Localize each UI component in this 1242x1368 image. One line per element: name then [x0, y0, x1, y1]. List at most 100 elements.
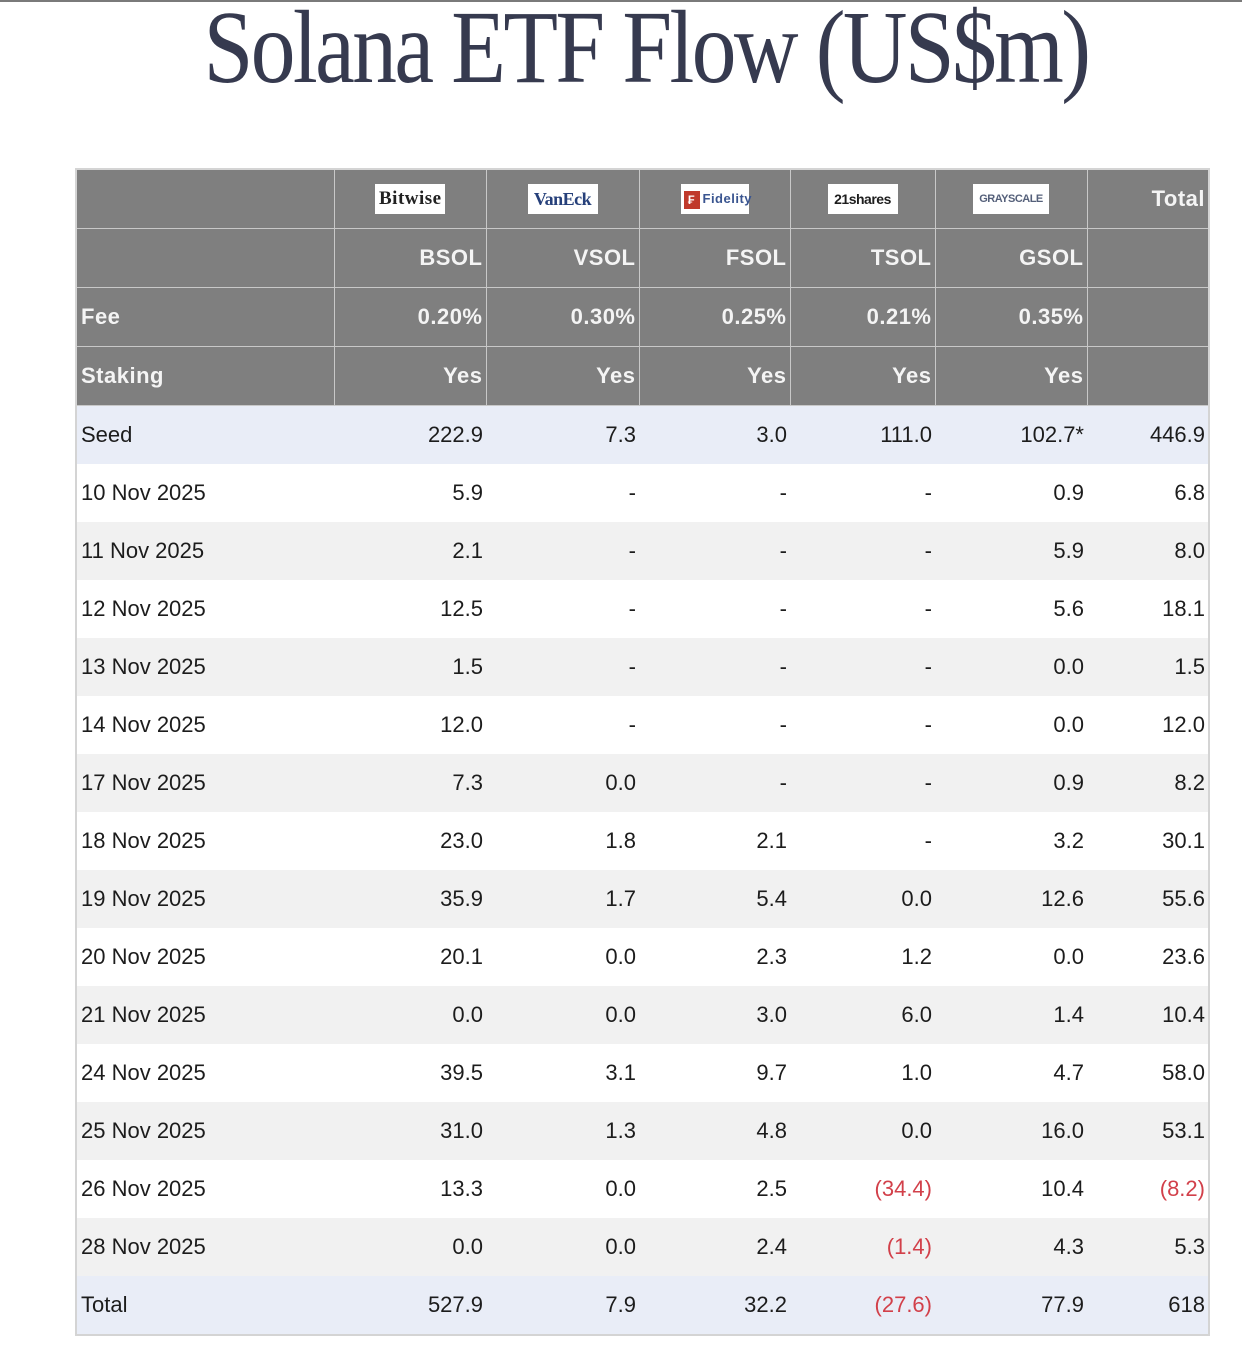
ticker-gsol: GSOL — [934, 228, 1088, 288]
flow-value-cell: - — [790, 754, 935, 812]
fee-bsol: 0.20% — [333, 287, 487, 347]
flow-value-cell: 0.0 — [486, 754, 639, 812]
row-label: 26 Nov 2025 — [76, 1160, 334, 1218]
flow-value-cell: - — [790, 696, 935, 754]
row-label: Seed — [76, 405, 334, 464]
ticker-fsol: FSOL — [638, 228, 791, 288]
flow-value-cell: 4.8 — [639, 1102, 790, 1160]
flow-value-cell: 0.0 — [935, 928, 1087, 986]
ticker-total-blank — [1086, 228, 1210, 288]
flow-value-cell: 2.4 — [639, 1218, 790, 1276]
table-row: 21 Nov 2025 0.0 0.0 3.0 6.0 1.4 10.4 — [76, 986, 1209, 1044]
flow-value-cell: 12.6 — [935, 870, 1087, 928]
staking-total-blank — [1086, 346, 1210, 406]
flow-value-cell: 0.0 — [486, 928, 639, 986]
flow-value-cell: 2.1 — [639, 812, 790, 870]
flow-value-cell: 23.6 — [1087, 928, 1209, 986]
vaneck-logo-icon: VanEck — [527, 184, 598, 214]
flow-value-cell: - — [790, 812, 935, 870]
flow-value-cell: 12.0 — [1087, 696, 1209, 754]
issuer-cell-fidelity: ₣ Fidelity — [638, 168, 791, 229]
bitwise-logo-icon: Bitwise — [375, 184, 445, 214]
fee-fsol: 0.25% — [638, 287, 791, 347]
flow-value-cell: 3.0 — [639, 986, 790, 1044]
flow-value-cell: - — [486, 696, 639, 754]
flow-value-cell: - — [486, 464, 639, 522]
staking-gsol: Yes — [934, 346, 1088, 406]
staking-fsol: Yes — [638, 346, 791, 406]
flow-value-cell: - — [486, 522, 639, 580]
flow-value-cell: - — [639, 638, 790, 696]
flow-value-cell: 0.0 — [486, 1218, 639, 1276]
staking-bsol: Yes — [333, 346, 487, 406]
flow-value-cell: 618 — [1087, 1276, 1209, 1335]
fee-total-blank — [1086, 287, 1210, 347]
flow-value-cell: 0.0 — [935, 638, 1087, 696]
flow-value-cell: 0.0 — [935, 696, 1087, 754]
row-label: 18 Nov 2025 — [76, 812, 334, 870]
flow-value-cell: 12.5 — [334, 580, 486, 638]
flow-value-cell: 77.9 — [935, 1276, 1087, 1335]
flow-value-cell: 3.2 — [935, 812, 1087, 870]
ticker-vsol: VSOL — [485, 228, 640, 288]
row-label: 28 Nov 2025 — [76, 1218, 334, 1276]
flow-value-cell: 2.1 — [334, 522, 486, 580]
page-title: Solana ETF Flow (US$m) — [203, 0, 1091, 105]
flow-value-cell: (1.4) — [790, 1218, 935, 1276]
flow-value-cell: 0.9 — [935, 464, 1087, 522]
row-label: Total — [76, 1276, 334, 1335]
flow-value-cell: 5.4 — [639, 870, 790, 928]
row-label: 25 Nov 2025 — [76, 1102, 334, 1160]
fidelity-mark-icon: ₣ — [683, 190, 700, 209]
staking-label: Staking — [75, 346, 335, 406]
flow-value-cell: 32.2 — [639, 1276, 790, 1335]
flow-value-cell: 1.4 — [935, 986, 1087, 1044]
fee-label: Fee — [75, 287, 335, 347]
header-blank-cell — [75, 168, 335, 229]
fee-tsol: 0.21% — [789, 287, 936, 347]
flow-value-cell: 527.9 — [334, 1276, 486, 1335]
total-column-header: Total — [1086, 168, 1210, 229]
fidelity-logo-icon: ₣ Fidelity — [680, 184, 752, 214]
row-label: 14 Nov 2025 — [76, 696, 334, 754]
flow-value-cell: 0.0 — [486, 986, 639, 1044]
flow-value-cell: 1.2 — [790, 928, 935, 986]
flow-value-cell: 0.0 — [790, 1102, 935, 1160]
flow-value-cell: - — [790, 464, 935, 522]
flow-value-cell: 16.0 — [935, 1102, 1087, 1160]
flow-value-cell: 1.3 — [486, 1102, 639, 1160]
flow-value-cell: 111.0 — [790, 405, 935, 464]
table-row: 19 Nov 2025 35.9 1.7 5.4 0.0 12.6 55.6 — [76, 870, 1209, 928]
row-label: 13 Nov 2025 — [76, 638, 334, 696]
flow-value-cell: 4.3 — [935, 1218, 1087, 1276]
flow-value-cell: 13.3 — [334, 1160, 486, 1218]
flow-value-cell: 222.9 — [334, 405, 486, 464]
flow-value-cell: 5.9 — [334, 464, 486, 522]
flow-value-cell: - — [790, 638, 935, 696]
flow-value-cell: - — [486, 638, 639, 696]
row-label: 11 Nov 2025 — [76, 522, 334, 580]
flow-value-cell: 31.0 — [334, 1102, 486, 1160]
flow-value-cell: - — [790, 580, 935, 638]
row-label: 24 Nov 2025 — [76, 1044, 334, 1102]
ticker-bsol: BSOL — [333, 228, 487, 288]
flow-value-cell: 18.1 — [1087, 580, 1209, 638]
flow-value-cell: 3.0 — [639, 405, 790, 464]
flow-value-cell: 6.0 — [790, 986, 935, 1044]
flow-value-cell: (27.6) — [790, 1276, 935, 1335]
total-row: Total 527.9 7.9 32.2 (27.6) 77.9 618 — [76, 1276, 1209, 1335]
flow-value-cell: - — [639, 696, 790, 754]
table-row: 14 Nov 2025 12.0- - -0.0 12.0 — [76, 696, 1209, 754]
flow-value-cell: - — [639, 522, 790, 580]
table-row: 17 Nov 2025 7.3 0.0- -0.9 8.2 — [76, 754, 1209, 812]
flow-value-cell: 8.2 — [1087, 754, 1209, 812]
table-row: 20 Nov 2025 20.1 0.0 2.3 1.2 0.0 23.6 — [76, 928, 1209, 986]
flow-value-cell: 39.5 — [334, 1044, 486, 1102]
flow-value-cell: 2.3 — [639, 928, 790, 986]
issuer-logo-row: Bitwise VanEck ₣ Fidelity 21shares GRAYSC… — [75, 168, 1210, 229]
flow-value-cell: 12.0 — [334, 696, 486, 754]
flow-value-cell: 2.5 — [639, 1160, 790, 1218]
21shares-logo-icon: 21shares — [827, 184, 898, 214]
table-row: 26 Nov 2025 13.3 0.0 2.5 (34.4) 10.4 (8.2) — [76, 1160, 1209, 1218]
issuer-cell-bitwise: Bitwise — [333, 168, 487, 229]
